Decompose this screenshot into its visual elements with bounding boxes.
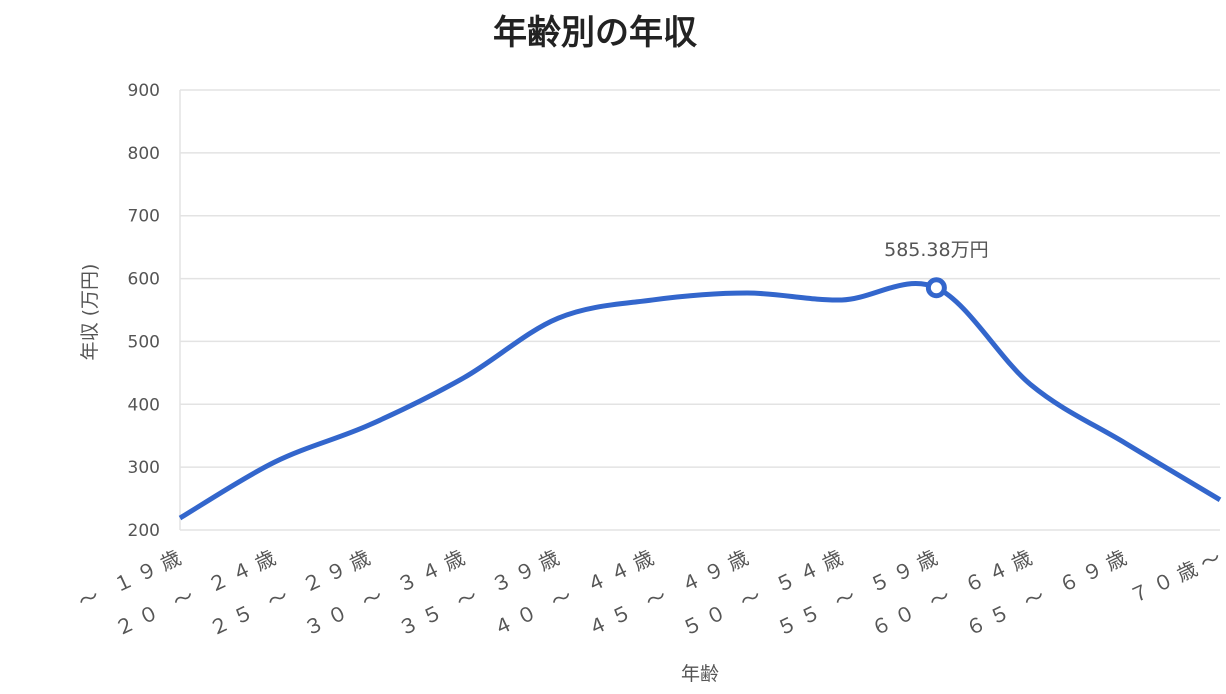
y-tick-label: 800 — [128, 144, 160, 164]
x-tick-label: ６０ ～ ６４歳 — [867, 543, 1041, 641]
x-tick-label: ５０ ～ ５４歳 — [678, 543, 852, 641]
y-tick-label: 500 — [128, 332, 160, 352]
x-tick-label: ２５ ～ ２９歳 — [205, 543, 379, 641]
data-label: 585.38万円 — [884, 239, 988, 261]
x-tick-label: ４０ ～ ４４歳 — [489, 543, 663, 641]
y-tick-label: 900 — [128, 81, 160, 101]
x-tick-label: ２０ ～ ２４歳 — [111, 543, 285, 641]
y-tick-label: 200 — [128, 521, 160, 541]
x-tick-label: ６５ ～ ６９歳 — [962, 543, 1136, 641]
y-axis-title: 年収 (万円) — [79, 264, 101, 361]
x-tick-label: ３０ ～ ３４歳 — [300, 543, 474, 641]
x-tick-label: ４５ ～ ４９歳 — [583, 543, 757, 641]
y-tick-label: 700 — [128, 207, 160, 227]
x-tick-label: ５５ ～ ５９歳 — [773, 543, 947, 641]
y-tick-label: 400 — [128, 395, 160, 415]
y-tick-label: 600 — [128, 270, 160, 290]
chart-title: 年齢別の年収 — [493, 13, 697, 53]
y-tick-label: 300 — [128, 458, 160, 478]
highlight-point — [925, 277, 947, 299]
x-axis-title: 年齢 — [681, 663, 719, 685]
x-tick-label: ７０歳～ — [1126, 543, 1226, 609]
x-tick-label: ３５ ～ ３９歳 — [394, 543, 568, 641]
line — [178, 281, 1222, 521]
